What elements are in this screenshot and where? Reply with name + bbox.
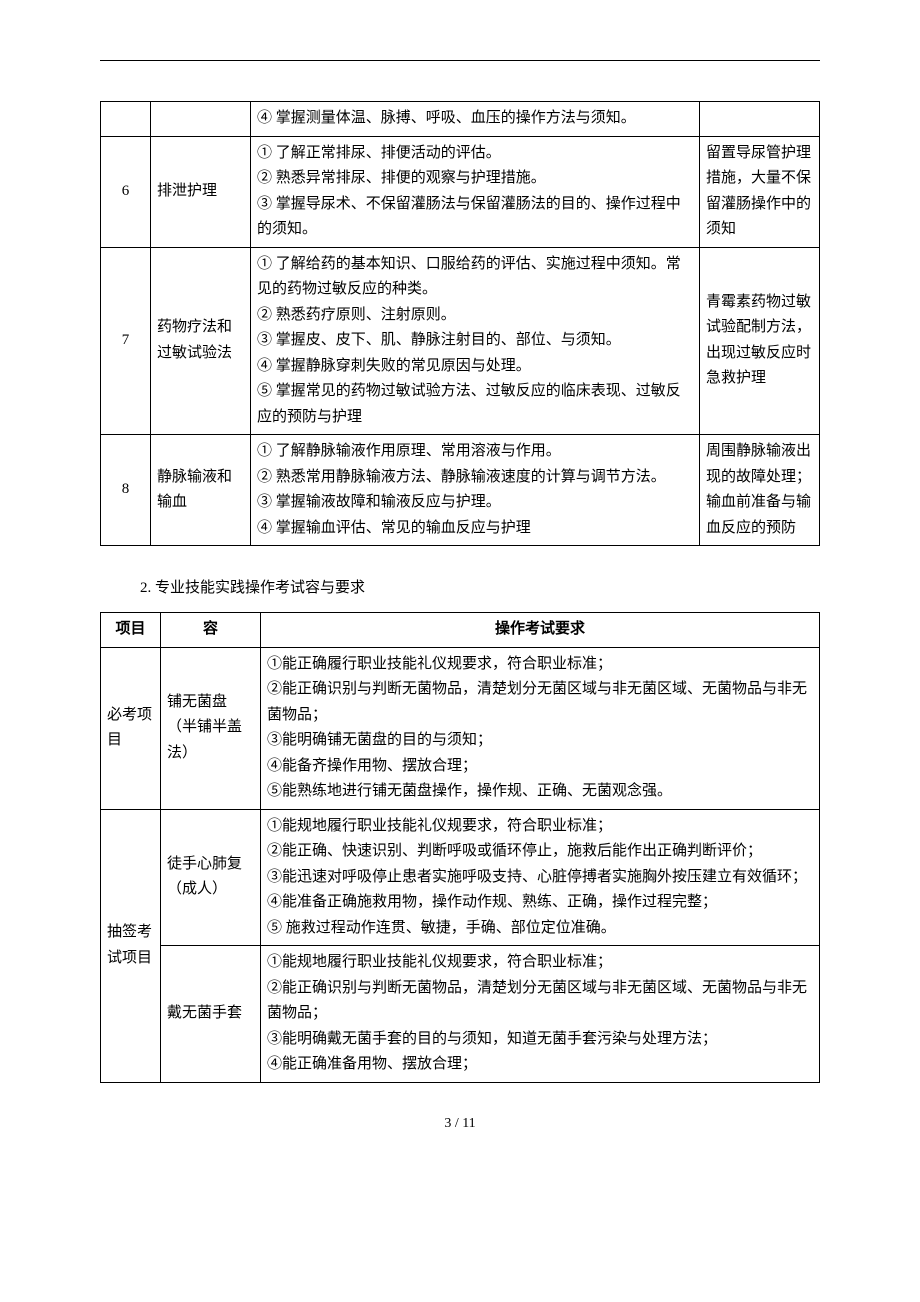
header-project: 项目 bbox=[101, 613, 161, 648]
page-number: 3 / 11 bbox=[100, 1113, 820, 1135]
table-header-row: 项目 容 操作考试要求 bbox=[101, 613, 820, 648]
content-cell: 徒手心肺复（成人） bbox=[161, 809, 261, 946]
topic-cell: 排泄护理 bbox=[151, 136, 251, 247]
requirement-cell: ①能规地履行职业技能礼仪规要求，符合职业标准； ②能正确识别与判断无菌物品，清楚… bbox=[261, 946, 820, 1083]
top-horizontal-rule bbox=[100, 60, 820, 61]
project-cell: 必考项目 bbox=[101, 647, 161, 809]
row-number-cell: 6 bbox=[101, 136, 151, 247]
remark-cell: 留置导尿管护理措施，大量不保留灌肠操作中的须知 bbox=[700, 136, 820, 247]
requirement-cell: ①能规地履行职业技能礼仪规要求，符合职业标准； ②能正确、快速识别、判断呼吸或循… bbox=[261, 809, 820, 946]
content-cell: 戴无菌手套 bbox=[161, 946, 261, 1083]
row-number-cell bbox=[101, 102, 151, 137]
row-number-cell: 7 bbox=[101, 247, 151, 435]
section-heading: 2. 专业技能实践操作考试容与要求 bbox=[140, 576, 820, 600]
syllabus-table-1: ④ 掌握测量体温、脉搏、呼吸、血压的操作方法与须知。 6 排泄护理 ① 了解正常… bbox=[100, 101, 820, 546]
details-cell: ① 了解正常排尿、排便活动的评估。 ② 熟悉异常排尿、排便的观察与护理措施。 ③… bbox=[251, 136, 700, 247]
project-cell: 抽签考试项目 bbox=[101, 809, 161, 1082]
topic-cell: 药物疗法和过敏试验法 bbox=[151, 247, 251, 435]
topic-cell bbox=[151, 102, 251, 137]
table-row: 必考项目 铺无菌盘（半铺半盖法） ①能正确履行职业技能礼仪规要求，符合职业标准；… bbox=[101, 647, 820, 809]
details-cell: ④ 掌握测量体温、脉搏、呼吸、血压的操作方法与须知。 bbox=[251, 102, 700, 137]
table-row: 7 药物疗法和过敏试验法 ① 了解给药的基本知识、口服给药的评估、实施过程中须知… bbox=[101, 247, 820, 435]
details-cell: ① 了解静脉输液作用原理、常用溶液与作用。 ② 熟悉常用静脉输液方法、静脉输液速… bbox=[251, 435, 700, 546]
table1-body: ④ 掌握测量体温、脉搏、呼吸、血压的操作方法与须知。 6 排泄护理 ① 了解正常… bbox=[101, 102, 820, 546]
table-row: 戴无菌手套 ①能规地履行职业技能礼仪规要求，符合职业标准； ②能正确识别与判断无… bbox=[101, 946, 820, 1083]
details-cell: ① 了解给药的基本知识、口服给药的评估、实施过程中须知。常见的药物过敏反应的种类… bbox=[251, 247, 700, 435]
remark-cell: 周围静脉输液出现的故障处理；输血前准备与输血反应的预防 bbox=[700, 435, 820, 546]
table-row: 抽签考试项目 徒手心肺复（成人） ①能规地履行职业技能礼仪规要求，符合职业标准；… bbox=[101, 809, 820, 946]
header-content: 容 bbox=[161, 613, 261, 648]
skills-exam-table: 项目 容 操作考试要求 必考项目 铺无菌盘（半铺半盖法） ①能正确履行职业技能礼… bbox=[100, 612, 820, 1083]
content-cell: 铺无菌盘（半铺半盖法） bbox=[161, 647, 261, 809]
table2-body: 必考项目 铺无菌盘（半铺半盖法） ①能正确履行职业技能礼仪规要求，符合职业标准；… bbox=[101, 647, 820, 1082]
remark-cell: 青霉素药物过敏试验配制方法，出现过敏反应时急救护理 bbox=[700, 247, 820, 435]
row-number-cell: 8 bbox=[101, 435, 151, 546]
requirement-cell: ①能正确履行职业技能礼仪规要求，符合职业标准； ②能正确识别与判断无菌物品，清楚… bbox=[261, 647, 820, 809]
table-row: 8 静脉输液和输血 ① 了解静脉输液作用原理、常用溶液与作用。 ② 熟悉常用静脉… bbox=[101, 435, 820, 546]
table-row: ④ 掌握测量体温、脉搏、呼吸、血压的操作方法与须知。 bbox=[101, 102, 820, 137]
remark-cell bbox=[700, 102, 820, 137]
table-row: 6 排泄护理 ① 了解正常排尿、排便活动的评估。 ② 熟悉异常排尿、排便的观察与… bbox=[101, 136, 820, 247]
topic-cell: 静脉输液和输血 bbox=[151, 435, 251, 546]
header-requirement: 操作考试要求 bbox=[261, 613, 820, 648]
